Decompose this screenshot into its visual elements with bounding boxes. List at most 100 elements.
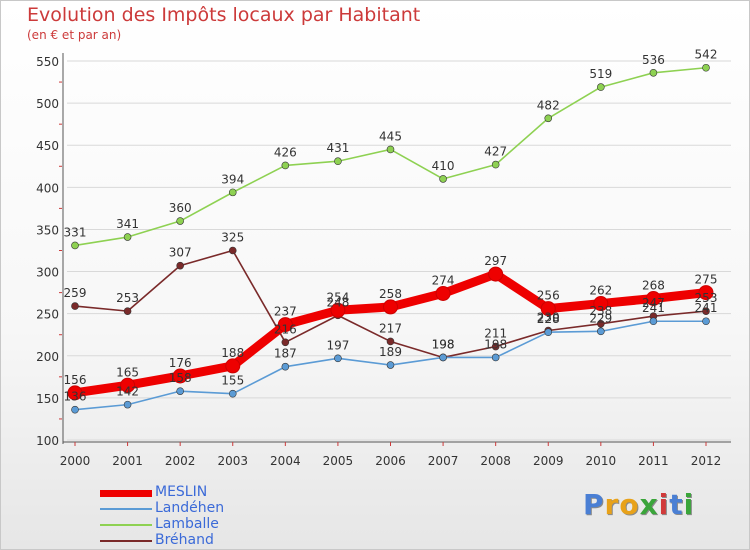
data-label: 241: [695, 301, 718, 315]
data-label: 253: [116, 291, 139, 305]
y-tick-label: 500: [36, 97, 59, 111]
data-point: [645, 291, 661, 307]
data-point: [123, 307, 132, 315]
data-label: 247: [642, 296, 665, 310]
y-tick-label: 200: [36, 350, 59, 364]
data-label: 297: [484, 254, 507, 268]
y-tick-label: 100: [36, 434, 59, 448]
data-label: 241: [642, 301, 665, 315]
data-point: [488, 266, 504, 282]
legend-label-meslin: MESLIN: [155, 484, 208, 500]
data-point: [439, 353, 447, 362]
legend-label-landehen: Landéhen: [155, 500, 225, 516]
data-point: [540, 301, 556, 317]
data-point: [330, 302, 346, 318]
data-point: [649, 317, 658, 326]
x-tick-label: 2010: [586, 454, 617, 468]
data-label: 341: [116, 217, 139, 231]
legend-swatch-meslin: [100, 490, 152, 497]
data-point: [702, 63, 710, 72]
data-point: [228, 246, 237, 255]
data-label: 217: [379, 321, 402, 335]
data-label: 237: [274, 305, 297, 319]
data-label: 431: [326, 141, 349, 155]
data-point: [172, 368, 188, 384]
data-point: [386, 361, 395, 369]
data-label: 275: [695, 273, 718, 287]
logo-letter: o: [619, 488, 640, 521]
data-point: [386, 145, 395, 154]
data-point: [281, 362, 290, 371]
data-label: 307: [169, 246, 192, 260]
proxiti-logo: Proxiti: [583, 488, 694, 521]
chart-subtitle: (en € et par an): [27, 28, 122, 42]
data-label: 256: [537, 289, 560, 303]
x-tick-label: 2002: [165, 454, 196, 468]
data-point: [386, 337, 395, 346]
data-label: 542: [695, 48, 718, 62]
y-tick-label: 400: [36, 181, 59, 195]
data-label: 188: [221, 346, 244, 360]
data-label: 198: [432, 337, 455, 351]
data-label: 248: [326, 295, 349, 309]
data-point: [334, 157, 342, 166]
x-tick-label: 2011: [638, 454, 669, 468]
data-point: [698, 285, 714, 301]
data-point: [597, 83, 605, 91]
data-label: 156: [64, 373, 87, 387]
data-point: [491, 353, 500, 362]
data-label: 325: [221, 231, 244, 245]
data-label: 258: [379, 287, 402, 301]
data-point: [123, 400, 132, 409]
data-label: 254: [326, 290, 349, 304]
data-label: 482: [537, 98, 560, 112]
data-label: 230: [537, 311, 560, 325]
data-label: 198: [484, 337, 507, 351]
series-line-2: [74, 66, 707, 247]
x-tick-label: 2004: [270, 454, 301, 468]
legend-label-brehand: Bréhand: [155, 532, 214, 548]
data-label: 155: [221, 374, 244, 388]
legend-swatch-lamballe: [100, 524, 152, 526]
data-label: 274: [432, 273, 455, 287]
data-point: [281, 338, 290, 347]
data-label: 197: [326, 338, 349, 352]
data-point: [277, 317, 293, 333]
data-label: 394: [221, 172, 244, 186]
data-label: 189: [379, 345, 402, 359]
logo-letter: i: [658, 488, 670, 521]
data-point: [383, 299, 398, 315]
data-point: [544, 114, 553, 123]
y-tick-label: 550: [36, 55, 59, 69]
data-point: [597, 319, 605, 328]
data-label: 268: [642, 279, 665, 293]
logo-letter: r: [604, 488, 620, 521]
data-point: [491, 342, 500, 351]
data-label: 176: [169, 356, 192, 370]
logo-letter: x: [639, 488, 659, 521]
y-tick-label: 300: [36, 266, 59, 280]
data-label: 229: [589, 311, 612, 325]
data-point: [176, 261, 184, 270]
y-tick-label: 450: [36, 139, 59, 153]
data-point: [334, 354, 342, 363]
x-tick-label: 2012: [691, 454, 722, 468]
data-label: 228: [537, 312, 560, 326]
data-label: 253: [695, 291, 718, 305]
data-label: 262: [589, 284, 612, 298]
data-label: 410: [432, 159, 455, 173]
data-point: [593, 296, 609, 312]
data-point: [597, 327, 605, 336]
data-label: 216: [274, 322, 297, 336]
y-tick-label: 350: [36, 223, 59, 237]
data-point: [120, 377, 136, 393]
legend-swatch-landehen: [100, 508, 152, 510]
data-point: [281, 161, 290, 170]
data-point: [67, 385, 83, 401]
x-tick-label: 2003: [217, 454, 248, 468]
data-label: 426: [274, 145, 297, 159]
data-point: [649, 68, 658, 77]
data-point: [71, 302, 79, 310]
y-tick-label: 150: [36, 392, 59, 406]
